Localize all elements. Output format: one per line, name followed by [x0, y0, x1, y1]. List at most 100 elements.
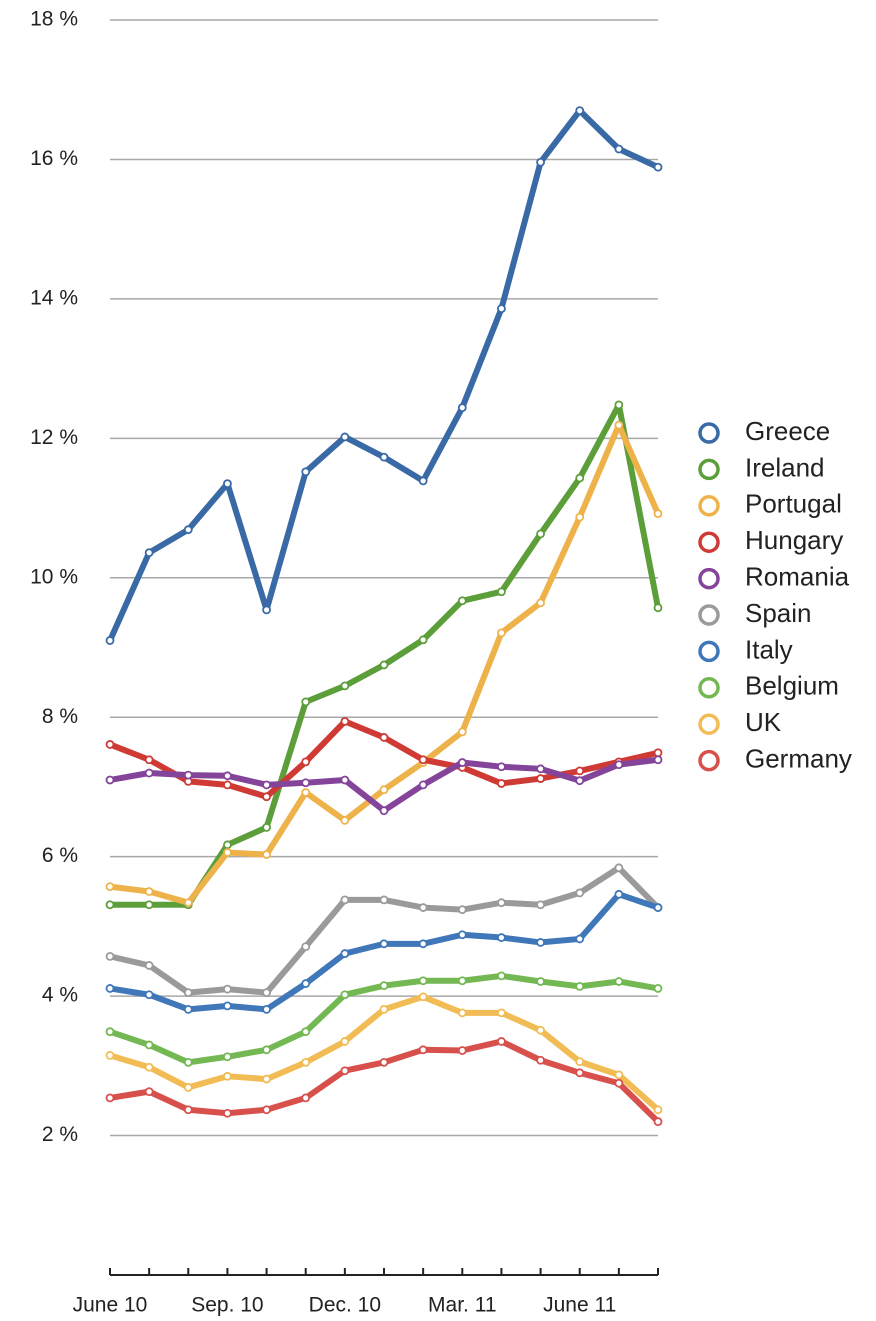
point — [653, 162, 663, 172]
point — [614, 760, 624, 770]
point — [340, 775, 350, 785]
legend-marker — [698, 749, 720, 772]
point — [379, 1004, 389, 1014]
y-tick-label: 16 % — [30, 147, 78, 170]
point — [536, 938, 545, 947]
point — [301, 697, 311, 707]
point — [418, 780, 428, 790]
legend-marker — [698, 604, 720, 626]
point — [379, 981, 389, 991]
legend-marker — [698, 677, 720, 699]
point — [379, 895, 389, 905]
point — [262, 1105, 271, 1115]
legend-label: Greece — [745, 416, 830, 446]
point — [105, 775, 115, 785]
series-line — [107, 756, 661, 814]
point — [575, 473, 585, 483]
point — [457, 596, 467, 606]
point — [379, 939, 389, 949]
point — [497, 304, 506, 314]
point — [340, 949, 350, 958]
point — [301, 979, 311, 988]
point — [575, 981, 585, 991]
point — [575, 512, 585, 522]
y-tick-label: 8 % — [42, 705, 78, 728]
point — [418, 903, 428, 912]
point — [418, 939, 428, 949]
point — [105, 984, 115, 993]
point — [614, 420, 624, 430]
point — [262, 988, 271, 998]
point — [301, 788, 311, 797]
legend-marker — [698, 531, 720, 553]
point — [653, 1117, 663, 1127]
point — [418, 755, 428, 765]
point — [497, 971, 506, 981]
x-tick-label: Mar. 11 — [428, 1294, 496, 1317]
legend-marker — [698, 495, 720, 517]
point — [379, 806, 389, 816]
point — [144, 1062, 154, 1072]
point — [105, 1093, 115, 1103]
y-tick-label: 12 % — [30, 426, 78, 449]
y-tick-label: 6 % — [42, 844, 78, 867]
point — [418, 1045, 428, 1055]
point — [105, 636, 115, 645]
point — [497, 1008, 506, 1018]
point — [575, 766, 585, 776]
point — [497, 933, 506, 942]
point — [105, 740, 115, 749]
point — [301, 778, 311, 788]
point — [536, 764, 545, 774]
point — [105, 882, 115, 892]
point — [457, 1046, 467, 1055]
point — [575, 776, 585, 786]
point — [262, 780, 271, 790]
legend-marker — [698, 713, 720, 735]
point — [340, 681, 350, 691]
x-tick-label: Dec. 10 — [309, 1294, 381, 1317]
legend-label: Portugal — [745, 489, 842, 519]
point — [457, 403, 467, 413]
point — [379, 733, 389, 742]
point — [105, 1050, 115, 1060]
point — [301, 467, 311, 477]
point — [340, 990, 350, 1000]
point — [340, 816, 350, 825]
legend-label: Belgium — [745, 671, 839, 701]
point — [536, 157, 545, 167]
point — [418, 476, 428, 486]
point — [497, 1037, 506, 1046]
point — [614, 863, 624, 873]
point — [223, 840, 232, 850]
point — [223, 1001, 232, 1011]
x-tick-label: June 10 — [73, 1294, 148, 1317]
point — [223, 479, 232, 489]
point — [653, 755, 663, 765]
point — [653, 903, 663, 912]
point — [457, 727, 467, 737]
point — [183, 525, 193, 535]
legend-label: Hungary — [745, 525, 843, 555]
point — [418, 635, 428, 645]
point — [105, 1027, 115, 1037]
point — [223, 780, 232, 790]
point — [144, 768, 154, 778]
point — [614, 144, 624, 154]
point — [457, 976, 467, 986]
point — [262, 792, 271, 802]
legend-label: UK — [745, 707, 782, 737]
point — [536, 1025, 545, 1035]
legend-label: Germany — [745, 743, 852, 773]
point — [105, 951, 115, 961]
point — [301, 1093, 311, 1103]
point — [301, 757, 311, 767]
point — [497, 898, 506, 908]
y-tick-label: 10 % — [30, 565, 78, 588]
point — [614, 977, 624, 986]
series-line — [107, 107, 661, 644]
point — [536, 977, 545, 986]
point — [653, 1105, 663, 1115]
point — [497, 587, 506, 597]
point — [340, 1066, 350, 1076]
